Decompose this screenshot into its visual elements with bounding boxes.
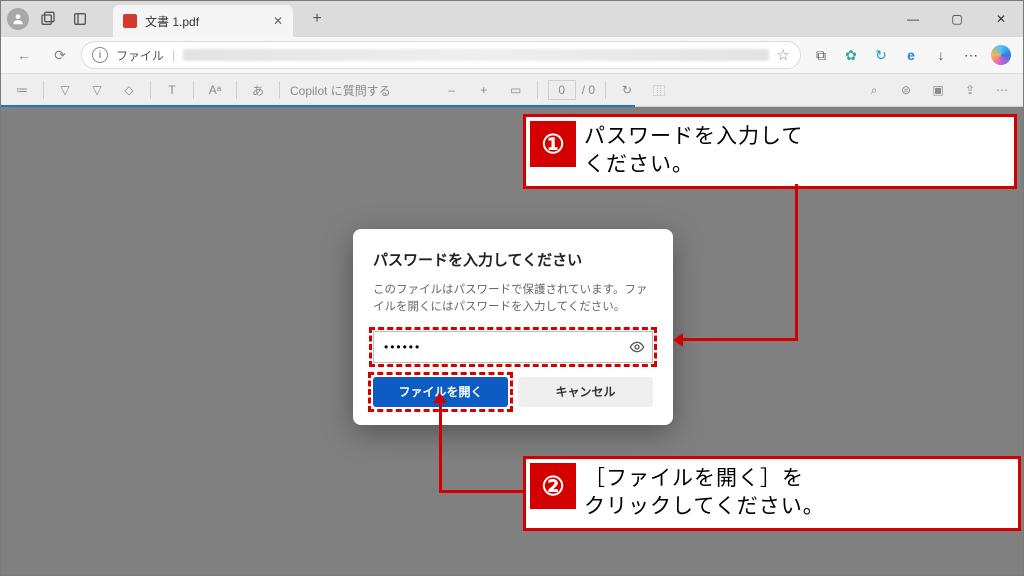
read-aloud-icon[interactable]: あ [247,79,269,101]
pdf-more-icon[interactable]: ⋯ [991,79,1013,101]
annotation-number-2: ② [530,463,576,509]
minimize-button[interactable]: — [891,1,935,37]
zoom-in-icon[interactable]: + [473,79,495,101]
address-bar-row: ← ⟳ i ファイル | ☆ ⧉ ✿ ↻ e ↓ ⋯ [1,37,1023,73]
titlebar-left: 文書 1.pdf ✕ + [1,3,331,35]
new-tab-button[interactable]: + [303,5,331,33]
draw-icon[interactable]: ▽ [86,79,108,101]
tab-pdf[interactable]: 文書 1.pdf ✕ [113,5,293,37]
annotation-line-1h [681,338,798,341]
browser-window: 文書 1.pdf ✕ + — ▢ ✕ ← ⟳ i ファイル | ☆ ⧉ ✿ ↻ … [0,0,1024,576]
dialog-buttons: ファイルを開く キャンセル [373,377,653,407]
dialog-description: このファイルはパスワードで保護されています。ファイルを開くにはパスワードを入力し… [373,282,653,317]
zoom-out-icon[interactable]: – [441,79,463,101]
maximize-button[interactable]: ▢ [935,1,979,37]
titlebar: 文書 1.pdf ✕ + — ▢ ✕ [1,1,1023,37]
tab-actions-icon[interactable] [67,6,93,32]
dialog-title: パスワードを入力してください [373,249,653,270]
site-info-icon[interactable]: i [92,47,108,63]
cancel-button[interactable]: キャンセル [518,377,653,407]
password-dialog: パスワードを入力してください このファイルはパスワードで保護されています。ファイ… [353,229,673,425]
downloads-icon[interactable]: ↓ [927,41,955,69]
copilot-icon[interactable] [987,41,1015,69]
settings-more-icon[interactable]: ⋯ [957,41,985,69]
rotate-icon[interactable]: ↻ [616,79,638,101]
save-icon[interactable]: ▣ [927,79,949,101]
annotation-text-1: パスワードを入力して ください。 [580,117,813,186]
page-view-icon[interactable]: ⿲ [648,79,670,101]
save-as-icon[interactable]: ⇪ [959,79,981,101]
tab-close-icon[interactable]: ✕ [273,14,283,28]
page-current[interactable]: 0 [548,80,576,100]
extension-icon-3[interactable]: e [897,41,925,69]
annotation-arrow-2 [433,393,447,403]
annotation-callout-1: ① パスワードを入力して ください。 [523,114,1017,189]
profile-icon[interactable] [7,8,29,30]
close-button[interactable]: ✕ [979,1,1023,37]
copilot-ask-button[interactable]: Copilot に質問する [290,82,391,99]
extensions-area: ⧉ ✿ ↻ e ↓ ⋯ [807,41,1015,69]
add-text-icon[interactable]: T [161,79,183,101]
password-input[interactable] [384,332,622,362]
annotation-number-1: ① [530,121,576,167]
toc-icon[interactable]: ≔ [11,79,33,101]
annotation-callout-2: ② ［ファイルを開く］を クリックしてください。 [523,456,1021,531]
back-button[interactable]: ← [9,40,39,70]
text-size-icon[interactable]: Aᵃ [204,79,226,101]
window-controls: — ▢ ✕ [891,1,1023,37]
url-scheme: ファイル [116,47,164,64]
annotation-line-2h [439,490,523,493]
page-number: 0 / 0 [548,80,595,100]
address-bar[interactable]: i ファイル | ☆ [81,41,801,69]
favorite-star-icon[interactable]: ☆ [777,46,790,64]
fit-page-icon[interactable]: ▭ [505,79,527,101]
annotation-text-2: ［ファイルを開く］を クリックしてください。 [580,459,835,528]
find-icon[interactable]: ⌕ [863,79,885,101]
annotation-line-1v [795,184,798,341]
annotation-arrow-1 [673,333,683,347]
annotation-line-2v [439,401,442,493]
workspaces-icon[interactable] [35,6,61,32]
highlight-icon[interactable]: ▽ [54,79,76,101]
url-path-blurred [183,49,768,61]
pdf-file-icon [123,14,137,28]
extension-icon-1[interactable]: ✿ [837,41,865,69]
page-total: / 0 [582,83,595,97]
erase-icon[interactable]: ◇ [118,79,140,101]
refresh-button[interactable]: ⟳ [45,40,75,70]
password-field-wrapper [373,331,653,363]
print-icon[interactable]: ⊜ [895,79,917,101]
extension-icon-2[interactable]: ↻ [867,41,895,69]
split-screen-icon[interactable]: ⧉ [807,41,835,69]
reveal-password-icon[interactable] [628,338,646,356]
tab-title: 文書 1.pdf [145,13,265,30]
pdf-toolbar: ≔ ▽ ▽ ◇ T Aᵃ あ Copilot に質問する – + ▭ 0 / 0… [1,73,1023,107]
